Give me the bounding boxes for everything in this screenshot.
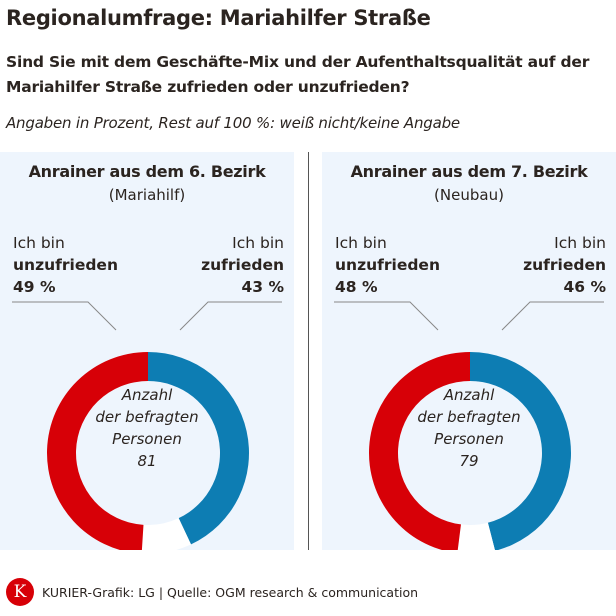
footer-source: KURIER-Grafik: LG | Quelle: OGM research… [42, 584, 419, 600]
donut-slice-weiß-nicht [457, 522, 495, 550]
kurier-logo-icon: K [6, 578, 34, 606]
leader-line-unzufrieden [334, 301, 439, 331]
center-line: Anzahl [443, 386, 495, 404]
donut-chart [12, 301, 282, 550]
leader-line-unzufrieden [12, 301, 117, 331]
chart-note: Angaben in Prozent, Rest auf 100 %: weiß… [6, 114, 460, 132]
donut-slice-zufrieden [148, 352, 249, 545]
data-label-unzufrieden: 49 % [13, 278, 56, 296]
label-pre: Ich bin [13, 234, 65, 252]
center-line: Anzahl [121, 386, 173, 404]
donut-slice-unzufrieden [369, 352, 470, 550]
panel-title: Anrainer aus dem 6. Bezirk [28, 162, 266, 181]
panel-title: Anrainer aus dem 7. Bezirk [350, 162, 588, 181]
label-name: zufrieden [201, 256, 284, 274]
label-name: unzufrieden [335, 256, 440, 274]
panel-bezirk-6: Anrainer aus dem 6. Bezirk (Mariahilf) I… [0, 152, 294, 550]
center-line: der befragten [417, 408, 521, 426]
label-name: zufrieden [523, 256, 606, 274]
label-zufrieden: Ich bin zufrieden 43 % [201, 232, 284, 298]
label-pre: Ich bin [335, 234, 387, 252]
label-name: unzufrieden [13, 256, 118, 274]
data-label-zufrieden: 43 % [241, 278, 285, 296]
center-line: Personen [434, 430, 504, 448]
donut-slice-unzufrieden [47, 352, 148, 550]
center-line: der befragten [95, 408, 199, 426]
donut-chart [334, 301, 604, 550]
label-zufrieden: Ich bin zufrieden 46 % [523, 232, 606, 298]
panel-subtitle: (Neubau) [434, 186, 504, 204]
center-text: Anzahl der befragten Personen 79 [369, 384, 569, 472]
respondent-count: 81 [137, 452, 157, 470]
donut-slice-weiß-nicht [141, 518, 192, 550]
panel-subtitle: (Mariahilf) [108, 186, 186, 204]
chart-title: Regionalumfrage: Mariahilfer Straße [6, 6, 431, 30]
label-pre: Ich bin [554, 234, 606, 252]
center-text: Anzahl der befragten Personen 81 [47, 384, 247, 472]
data-label-unzufrieden: 48 % [335, 278, 378, 296]
label-unzufrieden: Ich bin unzufrieden 49 % [13, 232, 118, 298]
respondent-count: 79 [459, 452, 479, 470]
panel-bezirk-7: Anrainer aus dem 7. Bezirk (Neubau) Ich … [322, 152, 616, 550]
chart-question: Sind Sie mit dem Geschäfte-Mix und der A… [6, 53, 590, 96]
label-pre: Ich bin [232, 234, 284, 252]
leader-line-zufrieden [179, 301, 282, 331]
leader-line-zufrieden [501, 301, 604, 331]
donut-slice-zufrieden [470, 352, 572, 550]
footer: K KURIER-Grafik: LG | Quelle: OGM resear… [6, 578, 418, 606]
divider [308, 152, 309, 550]
center-line: Personen [112, 430, 182, 448]
data-label-zufrieden: 46 % [563, 278, 607, 296]
label-unzufrieden: Ich bin unzufrieden 48 % [335, 232, 440, 298]
